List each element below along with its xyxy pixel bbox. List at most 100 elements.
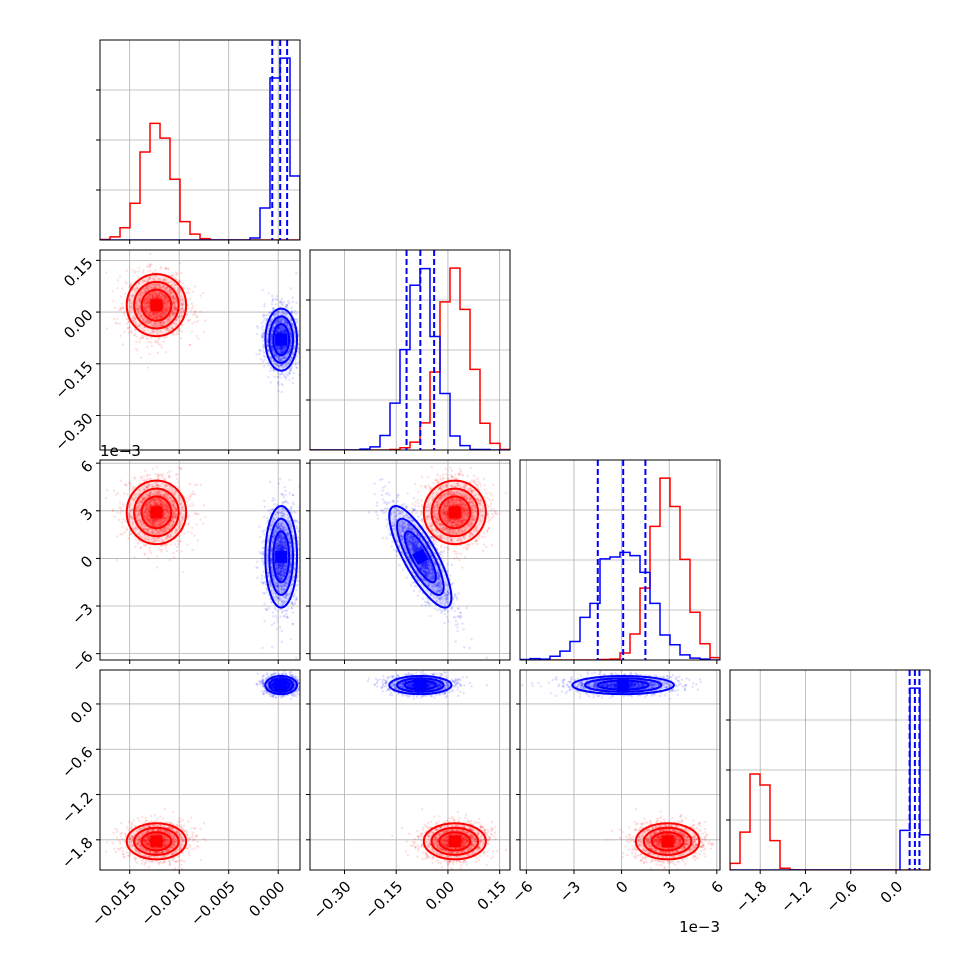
- scatter-point: [277, 326, 281, 329]
- scatter-point: [146, 366, 150, 369]
- scatter-point: [155, 292, 159, 295]
- scatter-point: [137, 324, 140, 328]
- scatter-point: [179, 315, 183, 318]
- scatter-point: [148, 299, 151, 303]
- scatter-point: [154, 285, 158, 288]
- scatter-point: [280, 359, 283, 363]
- scatter-point: [202, 291, 205, 295]
- scatter-point: [157, 294, 160, 297]
- scatter-point: [188, 494, 192, 498]
- scatter-point: [153, 290, 157, 294]
- scatter-point: [119, 479, 123, 482]
- scatter-point: [139, 322, 142, 326]
- scatter-point: [277, 365, 280, 368]
- scatter-point: [145, 298, 148, 301]
- scatter-point: [179, 311, 182, 314]
- scatter-point: [135, 301, 138, 304]
- scatter-point: [146, 301, 149, 304]
- scatter-point: [281, 348, 284, 352]
- scatter-point: [187, 530, 190, 534]
- scatter-point: [148, 321, 152, 324]
- scatter-point: [161, 293, 164, 296]
- scatter-point: [157, 343, 161, 346]
- scatter-point: [175, 333, 178, 336]
- scatter-point: [284, 331, 287, 334]
- scatter-point: [282, 329, 285, 332]
- scatter-point: [275, 347, 279, 350]
- scatter-point: [164, 267, 168, 271]
- scatter-point: [172, 306, 176, 309]
- scatter-point: [122, 504, 126, 507]
- scatter-point: [300, 334, 302, 336]
- scatter-point: [141, 336, 145, 339]
- scatter-point: [193, 320, 197, 323]
- scatter-point: [164, 351, 168, 354]
- scatter-point: [164, 295, 167, 299]
- scatter-point: [277, 347, 280, 350]
- scatter-point: [152, 323, 156, 327]
- scatter-point: [269, 322, 272, 325]
- scatter-point: [172, 313, 175, 317]
- scatter-point: [186, 287, 189, 290]
- scatter-point: [147, 288, 150, 291]
- scatter-point: [168, 288, 172, 292]
- scatter-point: [124, 292, 127, 296]
- scatter-point: [128, 309, 131, 313]
- scatter-point: [156, 323, 159, 326]
- scatter-point: [121, 305, 125, 309]
- scatter-point: [167, 307, 170, 310]
- scatter-point: [280, 297, 284, 301]
- scatter-point: [157, 337, 161, 340]
- scatter-point: [163, 312, 166, 315]
- scatter-point: [159, 315, 163, 318]
- scatter-point: [168, 470, 171, 473]
- scatter-point: [163, 306, 166, 309]
- scatter-point: [267, 324, 270, 328]
- scatter-point: [136, 301, 139, 305]
- scatter-point: [141, 280, 144, 284]
- scatter-point: [167, 328, 170, 332]
- scatter-point: [153, 278, 156, 281]
- scatter-point: [188, 504, 192, 508]
- scatter-point: [163, 301, 166, 304]
- scatter-point: [164, 295, 167, 298]
- scatter-point: [278, 331, 282, 334]
- scatter-point: [278, 358, 281, 361]
- scatter-point: [173, 304, 177, 307]
- scatter-point: [281, 371, 284, 374]
- scatter-point: [130, 295, 134, 298]
- scatter-point: [174, 298, 178, 302]
- scatter-point: [279, 348, 283, 351]
- scatter-point: [290, 319, 293, 322]
- scatter-point: [139, 546, 143, 550]
- scatter-point: [295, 271, 298, 275]
- scatter-point: [174, 298, 177, 301]
- scatter-point: [158, 329, 162, 332]
- scatter-point: [158, 323, 161, 327]
- scatter-point: [145, 286, 148, 289]
- scatter-point: [142, 307, 146, 310]
- scatter-point: [111, 290, 114, 293]
- scatter-point: [171, 302, 175, 305]
- scatter-point: [162, 278, 165, 282]
- scatter-point: [166, 303, 169, 307]
- scatter-point: [282, 326, 285, 329]
- scatter-point: [173, 302, 176, 305]
- scatter-point: [150, 263, 153, 266]
- plot-area: [100, 40, 300, 240]
- scatter-point: [289, 334, 293, 338]
- scatter-point: [168, 305, 171, 308]
- scatter-point: [300, 342, 302, 344]
- scatter-point: [171, 300, 175, 304]
- scatter-point: [155, 282, 158, 285]
- scatter-point: [173, 298, 177, 301]
- scatter-point: [284, 330, 287, 334]
- scatter-point: [116, 279, 120, 282]
- scatter-point: [278, 359, 282, 363]
- scatter-point: [174, 307, 177, 311]
- scatter-point: [279, 350, 283, 353]
- scatter-point: [282, 350, 286, 353]
- scatter-point: [274, 323, 278, 327]
- scatter-point: [285, 304, 288, 307]
- scatter-point: [281, 384, 284, 387]
